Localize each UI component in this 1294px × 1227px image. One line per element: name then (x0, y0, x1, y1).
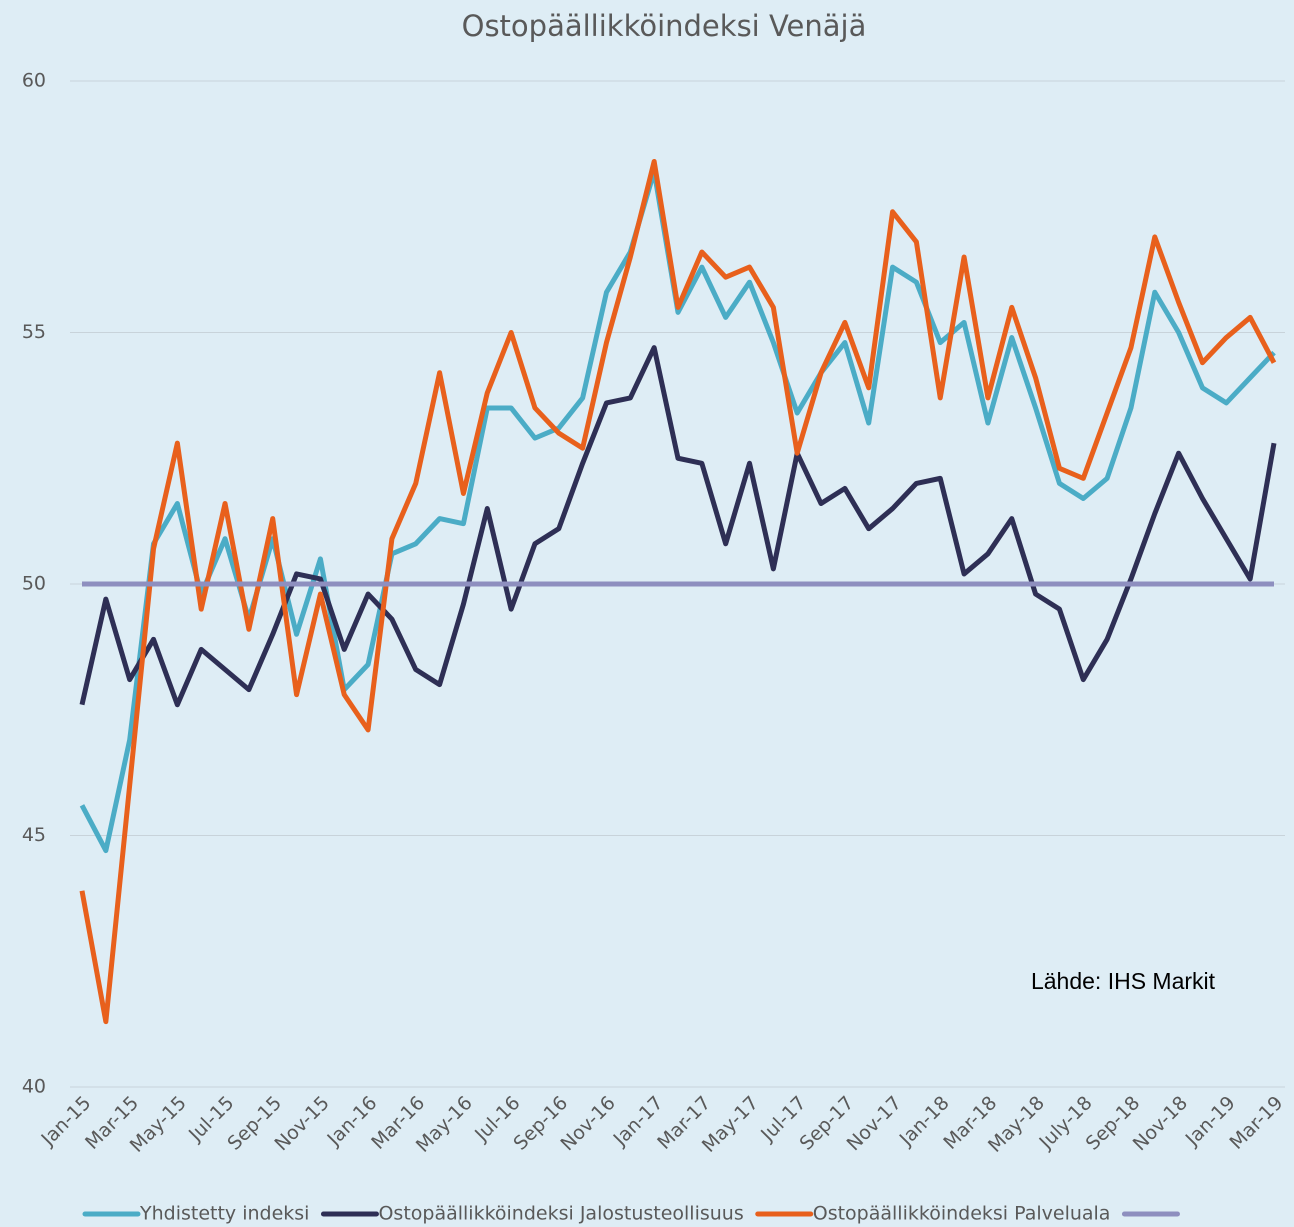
y-tick-label: 50 (22, 573, 46, 595)
x-tick-label: Mar-19 (1225, 1092, 1287, 1154)
series-line (79, 158, 1277, 1025)
legend-label: Yhdistetty indeksi (139, 1203, 309, 1225)
series-line (79, 345, 1277, 708)
series-line (79, 169, 1276, 854)
legend-label: Ostopäällikköindeksi Jalostusteollisuus (378, 1203, 743, 1225)
annotation: Lähde: IHS Markit (1031, 968, 1216, 994)
y-tick-label: 45 (22, 824, 46, 846)
legend-label: Ostopäällikköindeksi Palveluala (813, 1203, 1111, 1225)
y-tick-label: 55 (22, 321, 46, 343)
chart-title: Ostopäällikköindeksi Venäjä (462, 9, 867, 43)
y-tick-label: 40 (22, 1076, 46, 1098)
y-tick-label: 60 (22, 70, 46, 92)
